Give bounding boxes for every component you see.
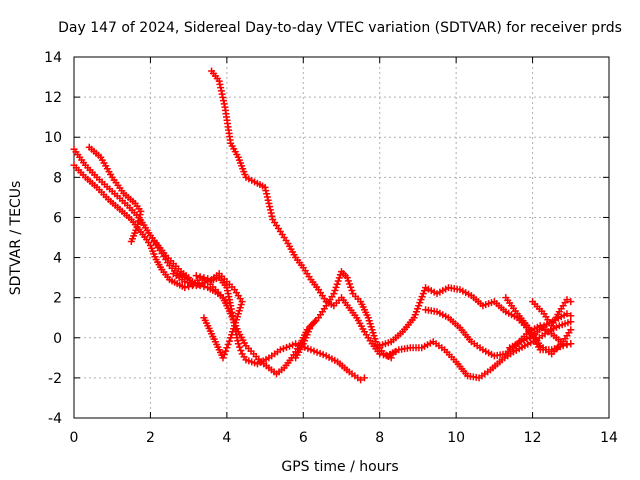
data-point — [137, 207, 145, 215]
data-point — [135, 217, 143, 225]
y-tick-label: 14 — [44, 50, 62, 66]
y-tick-label: 2 — [53, 291, 62, 307]
data-point — [262, 187, 270, 195]
data-point — [181, 284, 189, 292]
data-point — [563, 310, 571, 318]
y-tick-label: 0 — [53, 331, 62, 347]
data-point — [237, 346, 245, 354]
series-track-12 — [502, 294, 575, 358]
series-track-9 — [376, 284, 575, 354]
data-point — [192, 272, 200, 280]
grid — [74, 57, 609, 418]
data-point — [234, 340, 242, 348]
data-point — [265, 199, 273, 207]
data-point — [200, 314, 208, 322]
x-tick-label: 6 — [299, 430, 308, 446]
data-point — [261, 183, 269, 191]
data-point — [268, 212, 276, 220]
data-point — [267, 209, 275, 217]
y-tick-labels: -4 -2 0 2 4 6 8 10 12 14 — [44, 50, 62, 427]
data-point — [135, 214, 143, 222]
y-tick-label: 6 — [53, 210, 62, 226]
data-point — [332, 283, 340, 291]
series-track-1 — [70, 145, 193, 282]
data-point — [567, 312, 575, 320]
data-point — [563, 296, 571, 304]
data-point — [266, 203, 274, 211]
x-tick-label: 10 — [447, 430, 465, 446]
data-point — [196, 273, 204, 281]
series-track-14 — [529, 296, 575, 330]
data-point — [343, 274, 351, 282]
series-track-4 — [150, 238, 319, 378]
data-point — [344, 277, 352, 285]
data-point — [335, 274, 343, 282]
data-point — [225, 337, 233, 345]
y-tick-label: 4 — [53, 251, 62, 267]
data-point — [333, 280, 341, 288]
data-point — [330, 290, 338, 298]
series-track-11 — [383, 318, 575, 382]
series-track-3 — [85, 143, 145, 246]
y-tick-label: 10 — [44, 130, 62, 146]
data-point — [311, 318, 319, 326]
series-track-8 — [292, 268, 395, 362]
x-tick-label: 14 — [600, 430, 618, 446]
data-point — [347, 283, 355, 291]
series-track-7 — [208, 67, 399, 360]
y-tick-label: -2 — [48, 371, 62, 387]
data-point — [127, 238, 135, 246]
data-point — [134, 220, 142, 228]
data-point — [227, 334, 235, 342]
data-marks — [70, 67, 575, 384]
data-point — [224, 340, 232, 348]
data-point — [334, 277, 342, 285]
data-point — [223, 344, 231, 352]
data-point — [222, 347, 230, 355]
x-tick-label: 4 — [222, 430, 231, 446]
data-point — [357, 376, 365, 384]
chart-title: Day 147 of 2024, Sidereal Day-to-day VTE… — [58, 20, 622, 36]
y-tick-label: 12 — [44, 90, 62, 106]
plot-frame — [73, 56, 610, 419]
data-point — [567, 298, 575, 306]
data-point — [387, 354, 395, 362]
data-point — [263, 193, 271, 201]
data-point — [263, 190, 271, 198]
data-point — [567, 318, 575, 326]
data-point — [266, 206, 274, 214]
y-tick-label: 8 — [53, 170, 62, 186]
y-tick-label: -4 — [48, 411, 62, 427]
x-tick-label: 8 — [375, 430, 384, 446]
axis-ticks — [73, 56, 610, 419]
data-point — [567, 340, 575, 348]
data-point — [567, 326, 575, 334]
y-axis-label: SDTVAR / TECUs — [8, 181, 24, 296]
x-tick-label: 0 — [70, 430, 79, 446]
series-track-6 — [192, 270, 246, 362]
data-point — [136, 211, 144, 219]
data-point — [200, 274, 208, 282]
x-axis-label: GPS time / hours — [281, 459, 398, 475]
x-tick-label: 2 — [146, 430, 155, 446]
data-point — [346, 280, 354, 288]
data-point — [331, 287, 339, 295]
data-point — [348, 286, 356, 294]
data-point — [264, 196, 272, 204]
x-tick-label: 12 — [524, 430, 542, 446]
data-point — [204, 275, 212, 283]
x-tick-labels: 0 2 4 6 8 10 12 14 — [70, 430, 618, 446]
data-point — [360, 374, 368, 382]
data-point — [236, 343, 244, 351]
